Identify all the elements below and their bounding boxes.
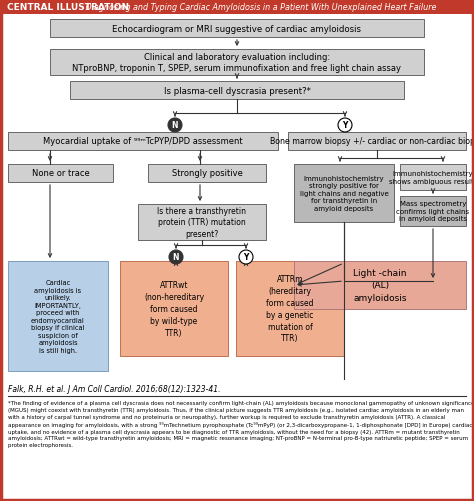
FancyBboxPatch shape — [294, 262, 466, 310]
Circle shape — [239, 250, 253, 265]
Text: Is there a transthyretin
protein (TTR) mutation
present?: Is there a transthyretin protein (TTR) m… — [157, 206, 246, 239]
Text: Strongly positive: Strongly positive — [172, 169, 242, 178]
FancyBboxPatch shape — [400, 196, 466, 226]
FancyBboxPatch shape — [288, 133, 466, 151]
FancyBboxPatch shape — [8, 133, 278, 151]
Circle shape — [169, 250, 183, 265]
FancyBboxPatch shape — [8, 262, 108, 371]
Text: Myocardial uptake of ⁹⁹ᵐTcPYP/DPD assessment: Myocardial uptake of ⁹⁹ᵐTcPYP/DPD assess… — [43, 137, 243, 146]
Text: Y: Y — [243, 253, 249, 262]
Text: Echocardiogram or MRI suggestive of cardiac amyloidosis: Echocardiogram or MRI suggestive of card… — [112, 25, 362, 34]
FancyBboxPatch shape — [1, 1, 473, 15]
Circle shape — [168, 119, 182, 133]
FancyBboxPatch shape — [294, 165, 394, 222]
Text: ATTRm
(hereditary
form caused
by a genetic
mutation of
TTR): ATTRm (hereditary form caused by a genet… — [266, 275, 314, 343]
FancyBboxPatch shape — [236, 262, 344, 356]
Text: Falk, R.H. et al. J Am Coll Cardiol. 2016;68(12):1323-41.: Falk, R.H. et al. J Am Coll Cardiol. 201… — [8, 384, 220, 393]
Text: Immunohistochemistry
strongly positive for
light chains and negative
for transth: Immunohistochemistry strongly positive f… — [300, 176, 388, 211]
Text: Cardiac
amyloidosis is
unlikely.
IMPORTANTLY,
proceed with
endomyocardial
biopsy: Cardiac amyloidosis is unlikely. IMPORTA… — [31, 280, 85, 353]
Text: Light -chain
(AL)
amyloidosis: Light -chain (AL) amyloidosis — [353, 269, 407, 303]
Text: CENTRAL ILLUSTRATION: CENTRAL ILLUSTRATION — [7, 4, 129, 13]
FancyBboxPatch shape — [50, 20, 424, 38]
Text: N: N — [173, 253, 179, 262]
FancyBboxPatch shape — [400, 165, 466, 190]
FancyBboxPatch shape — [120, 262, 228, 356]
Text: Diagnosing and Typing Cardiac Amyloidosis in a Patient With Unexplained Heart Fa: Diagnosing and Typing Cardiac Amyloidosi… — [83, 4, 437, 13]
Circle shape — [338, 119, 352, 133]
FancyBboxPatch shape — [148, 165, 266, 183]
Text: Is plasma-cell dyscrasia present?*: Is plasma-cell dyscrasia present?* — [164, 86, 310, 95]
FancyBboxPatch shape — [50, 50, 424, 76]
Text: Bone marrow biopsy +/- cardiac or non-cardiac biopsy: Bone marrow biopsy +/- cardiac or non-ca… — [270, 137, 474, 146]
FancyBboxPatch shape — [138, 204, 266, 240]
Text: Y: Y — [342, 121, 348, 130]
Text: Clinical and laboratory evaluation including:
NTproBNP, troponin T, SPEP, serum : Clinical and laboratory evaluation inclu… — [73, 53, 401, 73]
FancyBboxPatch shape — [70, 82, 404, 100]
Text: Mass spectrometry
confirms light chains
in amyloid deposits: Mass spectrometry confirms light chains … — [396, 201, 470, 222]
FancyBboxPatch shape — [8, 165, 113, 183]
Text: None or trace: None or trace — [32, 169, 90, 178]
Text: ATTRwt
(non-hereditary
form caused
by wild-type
TTR): ATTRwt (non-hereditary form caused by wi… — [144, 281, 204, 337]
Text: N: N — [172, 121, 178, 130]
Text: Immunohistochemistry
shows ambiguous results: Immunohistochemistry shows ambiguous res… — [389, 171, 474, 184]
Text: *The finding of evidence of a plasma cell dyscrasia does not necessarily confirm: *The finding of evidence of a plasma cel… — [8, 400, 474, 447]
